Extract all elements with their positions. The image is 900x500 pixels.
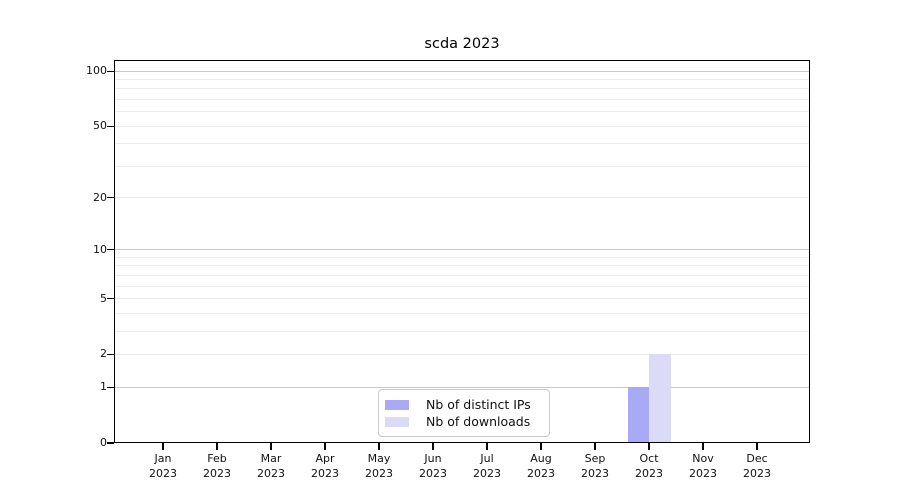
x-tick-mark	[486, 443, 488, 450]
x-tick-mark	[270, 443, 272, 450]
x-tick-label: Sep 2023	[565, 451, 625, 481]
x-tick-year: 2023	[203, 467, 231, 480]
y-tick-mark	[107, 297, 114, 300]
minor-gridline	[114, 330, 810, 332]
x-tick-label: Dec 2023	[727, 451, 787, 481]
minor-gridline	[114, 197, 810, 199]
minor-gridline	[114, 143, 810, 145]
x-tick-month: Jun	[424, 452, 442, 465]
bar-nb-of-downloads	[649, 354, 671, 443]
x-tick-label: Mar 2023	[241, 451, 301, 481]
x-tick-month: Jul	[480, 452, 494, 465]
x-tick-month: Sep	[584, 452, 606, 465]
minor-gridline	[114, 79, 810, 81]
y-tick-label: 100	[86, 64, 107, 78]
x-tick-label: Jan 2023	[133, 451, 193, 481]
y-tick-label: 50	[93, 119, 107, 133]
minor-gridline	[114, 99, 810, 101]
x-tick-year: 2023	[527, 467, 555, 480]
x-tick-month: Feb	[207, 452, 227, 465]
x-tick-label: Jun 2023	[403, 451, 463, 481]
y-tick-mark	[107, 197, 114, 199]
y-tick-label: 2	[100, 347, 107, 361]
x-tick-month: Apr	[315, 452, 335, 465]
x-tick-mark	[432, 443, 434, 450]
y-tick-mark	[107, 353, 114, 356]
x-tick-month: Dec	[746, 452, 768, 465]
x-tick-label: Apr 2023	[295, 451, 355, 481]
minor-gridline	[114, 125, 810, 127]
y-tick-label: 1	[100, 380, 107, 394]
x-tick-mark	[378, 443, 380, 450]
legend-swatch	[385, 399, 409, 410]
plot-frame	[114, 60, 810, 443]
x-tick-label: Aug 2023	[511, 451, 571, 481]
x-tick-label: Oct 2023	[619, 451, 679, 481]
x-tick-year: 2023	[149, 467, 177, 480]
x-tick-month: May	[367, 452, 391, 465]
x-tick-mark	[702, 443, 704, 450]
chart-title: scda 2023	[424, 36, 500, 52]
major-gridline	[114, 70, 810, 72]
x-tick-mark	[216, 443, 218, 450]
minor-gridline	[114, 111, 810, 113]
minor-gridline	[114, 256, 810, 258]
x-tick-month: Jan	[154, 452, 172, 465]
x-tick-year: 2023	[635, 467, 663, 480]
y-tick-mark	[107, 125, 114, 127]
x-tick-mark	[324, 443, 326, 450]
legend: Nb of distinct IPs Nb of downloads	[378, 389, 550, 437]
plot-area	[114, 60, 810, 443]
minor-gridline	[114, 298, 810, 300]
legend-swatch	[385, 416, 409, 427]
legend-entry: Nb of distinct IPs	[385, 396, 541, 413]
x-tick-month: Aug	[530, 452, 552, 465]
legend-entry: Nb of downloads	[385, 413, 541, 430]
major-gridline	[114, 249, 810, 251]
x-tick-year: 2023	[743, 467, 771, 480]
y-tick-label: 20	[93, 190, 107, 204]
y-tick-mark	[107, 386, 114, 388]
x-tick-year: 2023	[311, 467, 339, 480]
legend-label: Nb of distinct IPs	[426, 397, 531, 412]
x-tick-label: Feb 2023	[187, 451, 247, 481]
x-tick-year: 2023	[689, 467, 717, 480]
x-tick-mark	[594, 443, 596, 450]
y-tick-mark	[107, 70, 114, 72]
x-tick-label: May 2023	[349, 451, 409, 481]
x-tick-month: Mar	[260, 452, 282, 465]
minor-gridline	[114, 265, 810, 267]
x-tick-mark	[756, 443, 758, 450]
minor-gridline	[114, 165, 810, 167]
x-tick-month: Oct	[639, 452, 659, 465]
minor-gridline	[114, 274, 810, 276]
y-tick-label: 10	[93, 242, 107, 256]
x-tick-label: Jul 2023	[457, 451, 517, 481]
x-tick-month: Nov	[692, 452, 714, 465]
legend-label: Nb of downloads	[426, 414, 531, 429]
x-tick-year: 2023	[581, 467, 609, 480]
minor-gridline	[114, 353, 810, 355]
minor-gridline	[114, 88, 810, 90]
x-tick-year: 2023	[257, 467, 285, 480]
y-tick-mark	[107, 249, 114, 251]
major-gridline	[114, 386, 810, 388]
minor-gridline	[114, 285, 810, 287]
x-tick-year: 2023	[419, 467, 447, 480]
x-tick-year: 2023	[473, 467, 501, 480]
x-tick-year: 2023	[365, 467, 393, 480]
x-tick-mark	[162, 443, 164, 450]
x-tick-mark	[648, 443, 650, 450]
x-tick-mark	[540, 443, 542, 450]
x-tick-label: Nov 2023	[673, 451, 733, 481]
minor-gridline	[114, 312, 810, 314]
y-tick-label: 0	[100, 436, 107, 449]
bar-nb-of-distinct-ips	[627, 387, 649, 443]
y-tick-mark	[107, 442, 114, 444]
y-tick-label: 5	[100, 291, 107, 305]
